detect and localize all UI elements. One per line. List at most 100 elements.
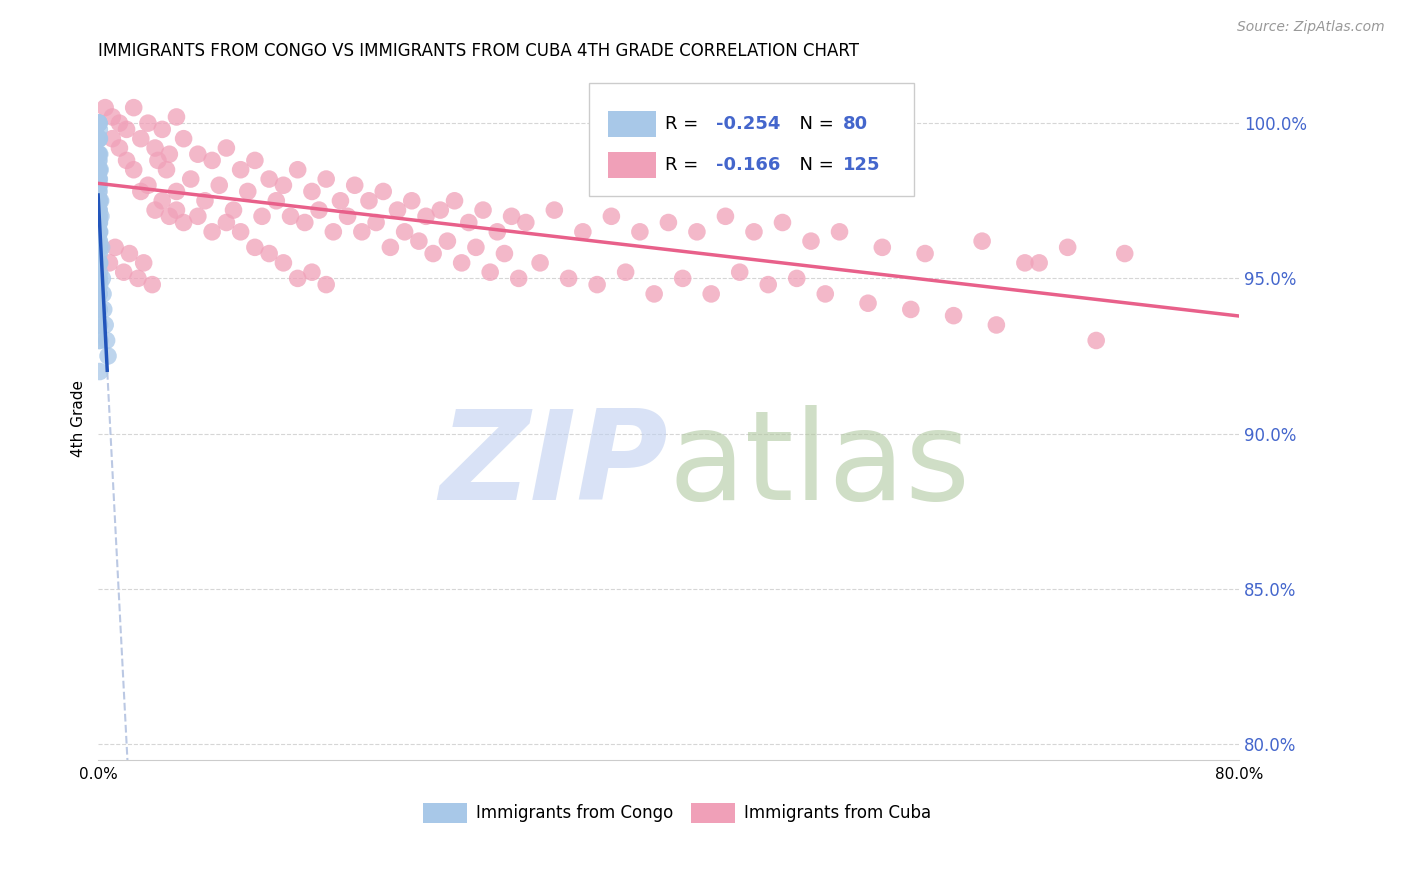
Point <box>657 215 679 229</box>
Point <box>129 131 152 145</box>
Text: IMMIGRANTS FROM CONGO VS IMMIGRANTS FROM CUBA 4TH GRADE CORRELATION CHART: IMMIGRANTS FROM CONGO VS IMMIGRANTS FROM… <box>98 42 859 60</box>
Point <box>89 131 111 145</box>
Point <box>714 209 737 223</box>
Point <box>215 141 238 155</box>
Point <box>91 287 114 301</box>
Point <box>87 153 110 168</box>
Point <box>180 172 202 186</box>
Point <box>464 240 486 254</box>
Point <box>557 271 579 285</box>
Point <box>108 141 131 155</box>
Point <box>122 101 145 115</box>
Point <box>87 225 110 239</box>
Point <box>643 287 665 301</box>
Point <box>136 178 159 193</box>
Point <box>287 271 309 285</box>
Text: N =: N = <box>789 115 839 133</box>
Point <box>87 185 110 199</box>
Point <box>89 234 111 248</box>
Point <box>315 172 337 186</box>
Point <box>89 203 111 218</box>
Point <box>89 302 111 317</box>
Point <box>89 334 111 348</box>
Point <box>672 271 695 285</box>
Point <box>586 277 609 292</box>
Point <box>87 147 110 161</box>
Point <box>236 185 259 199</box>
Point <box>89 256 111 270</box>
Point <box>250 209 273 223</box>
Point <box>87 225 110 239</box>
Point <box>215 215 238 229</box>
Point <box>87 209 110 223</box>
FancyBboxPatch shape <box>607 152 655 178</box>
Point <box>90 194 112 208</box>
Point <box>94 101 117 115</box>
Point <box>87 271 110 285</box>
Point <box>914 246 936 260</box>
Point <box>87 147 110 161</box>
Point <box>900 302 922 317</box>
Point <box>90 209 112 223</box>
Point <box>229 162 252 177</box>
Point <box>1114 246 1136 260</box>
Point <box>786 271 808 285</box>
Point <box>89 287 111 301</box>
Point <box>87 194 110 208</box>
Point <box>89 318 111 332</box>
Point <box>294 215 316 229</box>
Point <box>501 209 523 223</box>
Text: Immigrants from Congo: Immigrants from Congo <box>475 804 673 822</box>
Point <box>486 225 509 239</box>
Point <box>166 110 188 124</box>
Point <box>494 246 516 260</box>
Point <box>89 162 111 177</box>
Point <box>143 141 166 155</box>
Point <box>479 265 502 279</box>
Point <box>856 296 879 310</box>
Point <box>614 265 637 279</box>
Point <box>628 225 651 239</box>
Point <box>89 246 111 260</box>
Point <box>87 287 110 301</box>
Point <box>700 287 723 301</box>
Point <box>194 194 217 208</box>
Point <box>257 246 280 260</box>
Point <box>187 209 209 223</box>
Point <box>986 318 1008 332</box>
Point <box>155 162 177 177</box>
Point <box>1014 256 1036 270</box>
Point <box>401 194 423 208</box>
Point <box>136 116 159 130</box>
Point <box>115 153 138 168</box>
Point <box>87 131 110 145</box>
Point <box>87 215 110 229</box>
Text: N =: N = <box>789 156 839 174</box>
Point <box>380 240 402 254</box>
Point <box>800 234 823 248</box>
Point <box>336 209 359 223</box>
Y-axis label: 4th Grade: 4th Grade <box>72 380 86 457</box>
Point <box>129 185 152 199</box>
Point <box>394 225 416 239</box>
Point <box>772 215 794 229</box>
Point <box>329 194 352 208</box>
Point <box>87 194 110 208</box>
Point <box>322 225 344 239</box>
Text: Source: ZipAtlas.com: Source: ZipAtlas.com <box>1237 20 1385 34</box>
Point <box>104 240 127 254</box>
Point <box>115 122 138 136</box>
Point <box>301 265 323 279</box>
Point <box>450 256 472 270</box>
Point <box>87 162 110 177</box>
Point <box>387 203 409 218</box>
Point <box>89 172 111 186</box>
Point <box>529 256 551 270</box>
Point <box>89 302 111 317</box>
Point <box>87 131 110 145</box>
Point <box>201 153 224 168</box>
FancyBboxPatch shape <box>607 111 655 136</box>
Point <box>1056 240 1078 254</box>
Text: atlas: atlas <box>668 405 970 526</box>
Point <box>166 203 188 218</box>
